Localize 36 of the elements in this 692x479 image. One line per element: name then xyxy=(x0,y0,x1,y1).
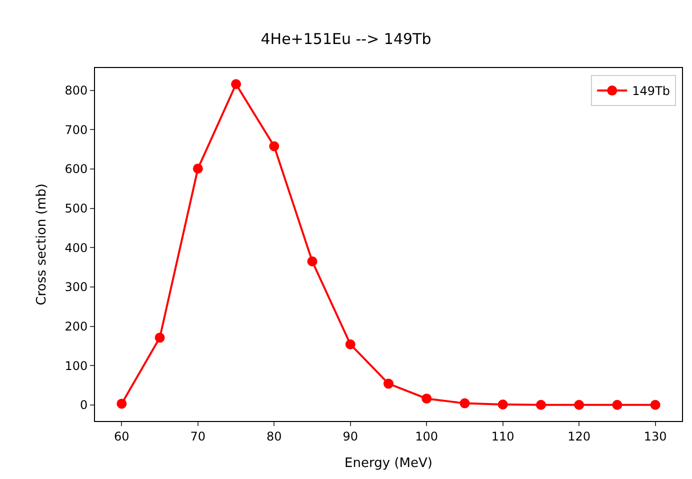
point xyxy=(612,400,622,410)
x-tick-label: 120 xyxy=(568,429,591,444)
point xyxy=(154,332,165,343)
y-tick-label: 300 xyxy=(64,280,88,294)
point xyxy=(384,378,394,389)
y-tick-label: 700 xyxy=(64,122,88,137)
legend-label: 149Tb xyxy=(632,84,670,98)
point xyxy=(116,398,127,409)
point xyxy=(269,141,280,152)
point xyxy=(345,339,356,350)
y-tick-label: 400 xyxy=(64,240,88,255)
chart-title: 4He+151Eu --> 149Tb xyxy=(260,30,432,48)
y-axis-title: Cross section (mb) xyxy=(34,184,50,306)
x-tick-label: 60 xyxy=(114,429,130,444)
y-tick-label: 0 xyxy=(80,398,88,412)
y-tick-label: 800 xyxy=(64,84,88,98)
x-tick-label: 70 xyxy=(190,429,206,444)
y-tick-label: 600 xyxy=(64,162,88,176)
point xyxy=(650,400,660,410)
point xyxy=(460,398,470,408)
point xyxy=(307,256,318,266)
x-tick-label: 110 xyxy=(491,429,514,444)
y-tick-label: 200 xyxy=(64,319,88,334)
point xyxy=(231,79,242,90)
point xyxy=(422,394,432,404)
y-tick-label: 100 xyxy=(64,358,88,373)
x-tick-label: 90 xyxy=(342,429,358,444)
point xyxy=(192,164,203,174)
x-tick-label: 100 xyxy=(415,429,438,444)
x-axis-title: Energy (MeV) xyxy=(344,456,432,471)
y-tick-label: 500 xyxy=(64,202,88,216)
x-tick-label: 130 xyxy=(644,429,667,444)
x-tick-label: 80 xyxy=(266,429,282,444)
point xyxy=(536,400,546,410)
point xyxy=(498,399,508,410)
point xyxy=(574,400,584,410)
